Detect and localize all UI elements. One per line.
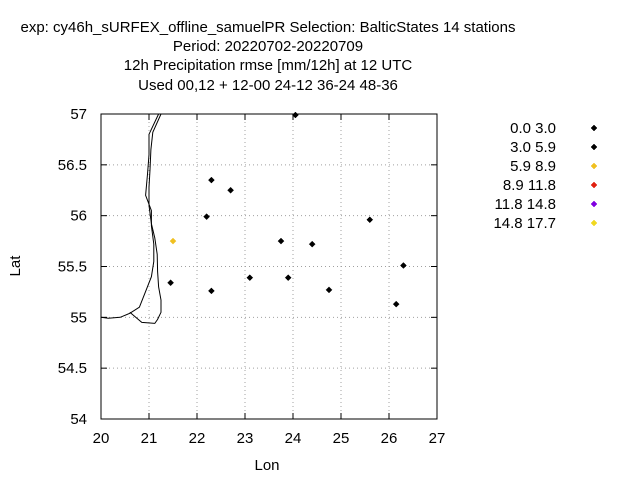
- legend-marker: [590, 124, 598, 132]
- chart-title: exp: cy46h_sURFEX_offline_samuelPR Selec…: [21, 19, 516, 94]
- station-point: [203, 213, 210, 221]
- x-tick-label: 26: [381, 430, 398, 447]
- y-tick-label: 54.5: [58, 360, 87, 377]
- legend-label: 14.8 17.7: [493, 215, 556, 232]
- title-line-3: 12h Precipitation rmse [mm/12h] at 12 UT…: [124, 57, 413, 74]
- legend-marker: [590, 162, 598, 170]
- x-tick-label: 20: [93, 430, 110, 447]
- station-point: [400, 262, 407, 269]
- title-line-4: Used 00,12 + 12-00 24-12 36-24 48-36: [138, 77, 398, 94]
- legend-marker: [590, 200, 598, 208]
- y-tick-label: 55.5: [58, 259, 87, 276]
- coastline: [100, 113, 162, 324]
- station-point: [284, 274, 292, 282]
- station-point: [292, 111, 299, 119]
- legend-marker: [590, 219, 598, 227]
- coastline-segment: [100, 113, 160, 319]
- y-tick-label: 56.5: [58, 157, 87, 174]
- station-point: [277, 237, 285, 245]
- station-point: [392, 300, 400, 308]
- x-tick-label: 23: [237, 430, 254, 447]
- y-tick-label: 56: [70, 208, 87, 225]
- legend-label: 0.0 3.0: [510, 120, 556, 137]
- legend: 0.0 3.0 3.0 5.9 5.9 8.9 8.9 11.8 11.8 14.8 14…: [493, 120, 598, 232]
- legend-marker: [590, 143, 598, 151]
- station-point: [246, 274, 254, 282]
- station-point: [227, 186, 234, 194]
- station-points: [167, 111, 407, 308]
- x-tick-label: 27: [429, 430, 446, 447]
- y-tick-label: 57: [70, 106, 87, 123]
- station-point: [169, 237, 177, 245]
- legend-label: 8.9 11.8: [503, 177, 556, 194]
- title-line-1: exp: cy46h_sURFEX_offline_samuelPR Selec…: [21, 19, 516, 36]
- station-point: [366, 216, 374, 224]
- legend-label: 11.8 14.8: [495, 196, 556, 213]
- y-axis-label: Lat: [7, 255, 24, 277]
- station-point: [308, 240, 316, 248]
- x-tick-label: 24: [285, 430, 302, 447]
- title-line-2: Period: 20220702-20220709: [173, 38, 363, 55]
- legend-marker: [590, 181, 598, 189]
- station-point: [167, 279, 174, 287]
- x-tick-label: 21: [141, 430, 158, 447]
- x-axis-label: Lon: [254, 457, 279, 474]
- x-tick-label: 25: [333, 430, 350, 447]
- station-point: [325, 286, 333, 294]
- coastline-segment: [129, 113, 162, 324]
- y-tick-label: 54: [70, 411, 87, 428]
- station-point: [208, 287, 215, 295]
- y-tick-label: 55: [70, 309, 87, 326]
- grid: [101, 114, 437, 419]
- axis-ticks: 20 21 22 23 24 25 26 27 54 54.5 55 55.5 56 56.5 57: [58, 106, 446, 447]
- x-tick-label: 22: [189, 430, 206, 447]
- legend-label: 3.0 5.9: [510, 139, 556, 156]
- station-point: [208, 176, 215, 184]
- legend-label: 5.9 8.9: [510, 158, 556, 175]
